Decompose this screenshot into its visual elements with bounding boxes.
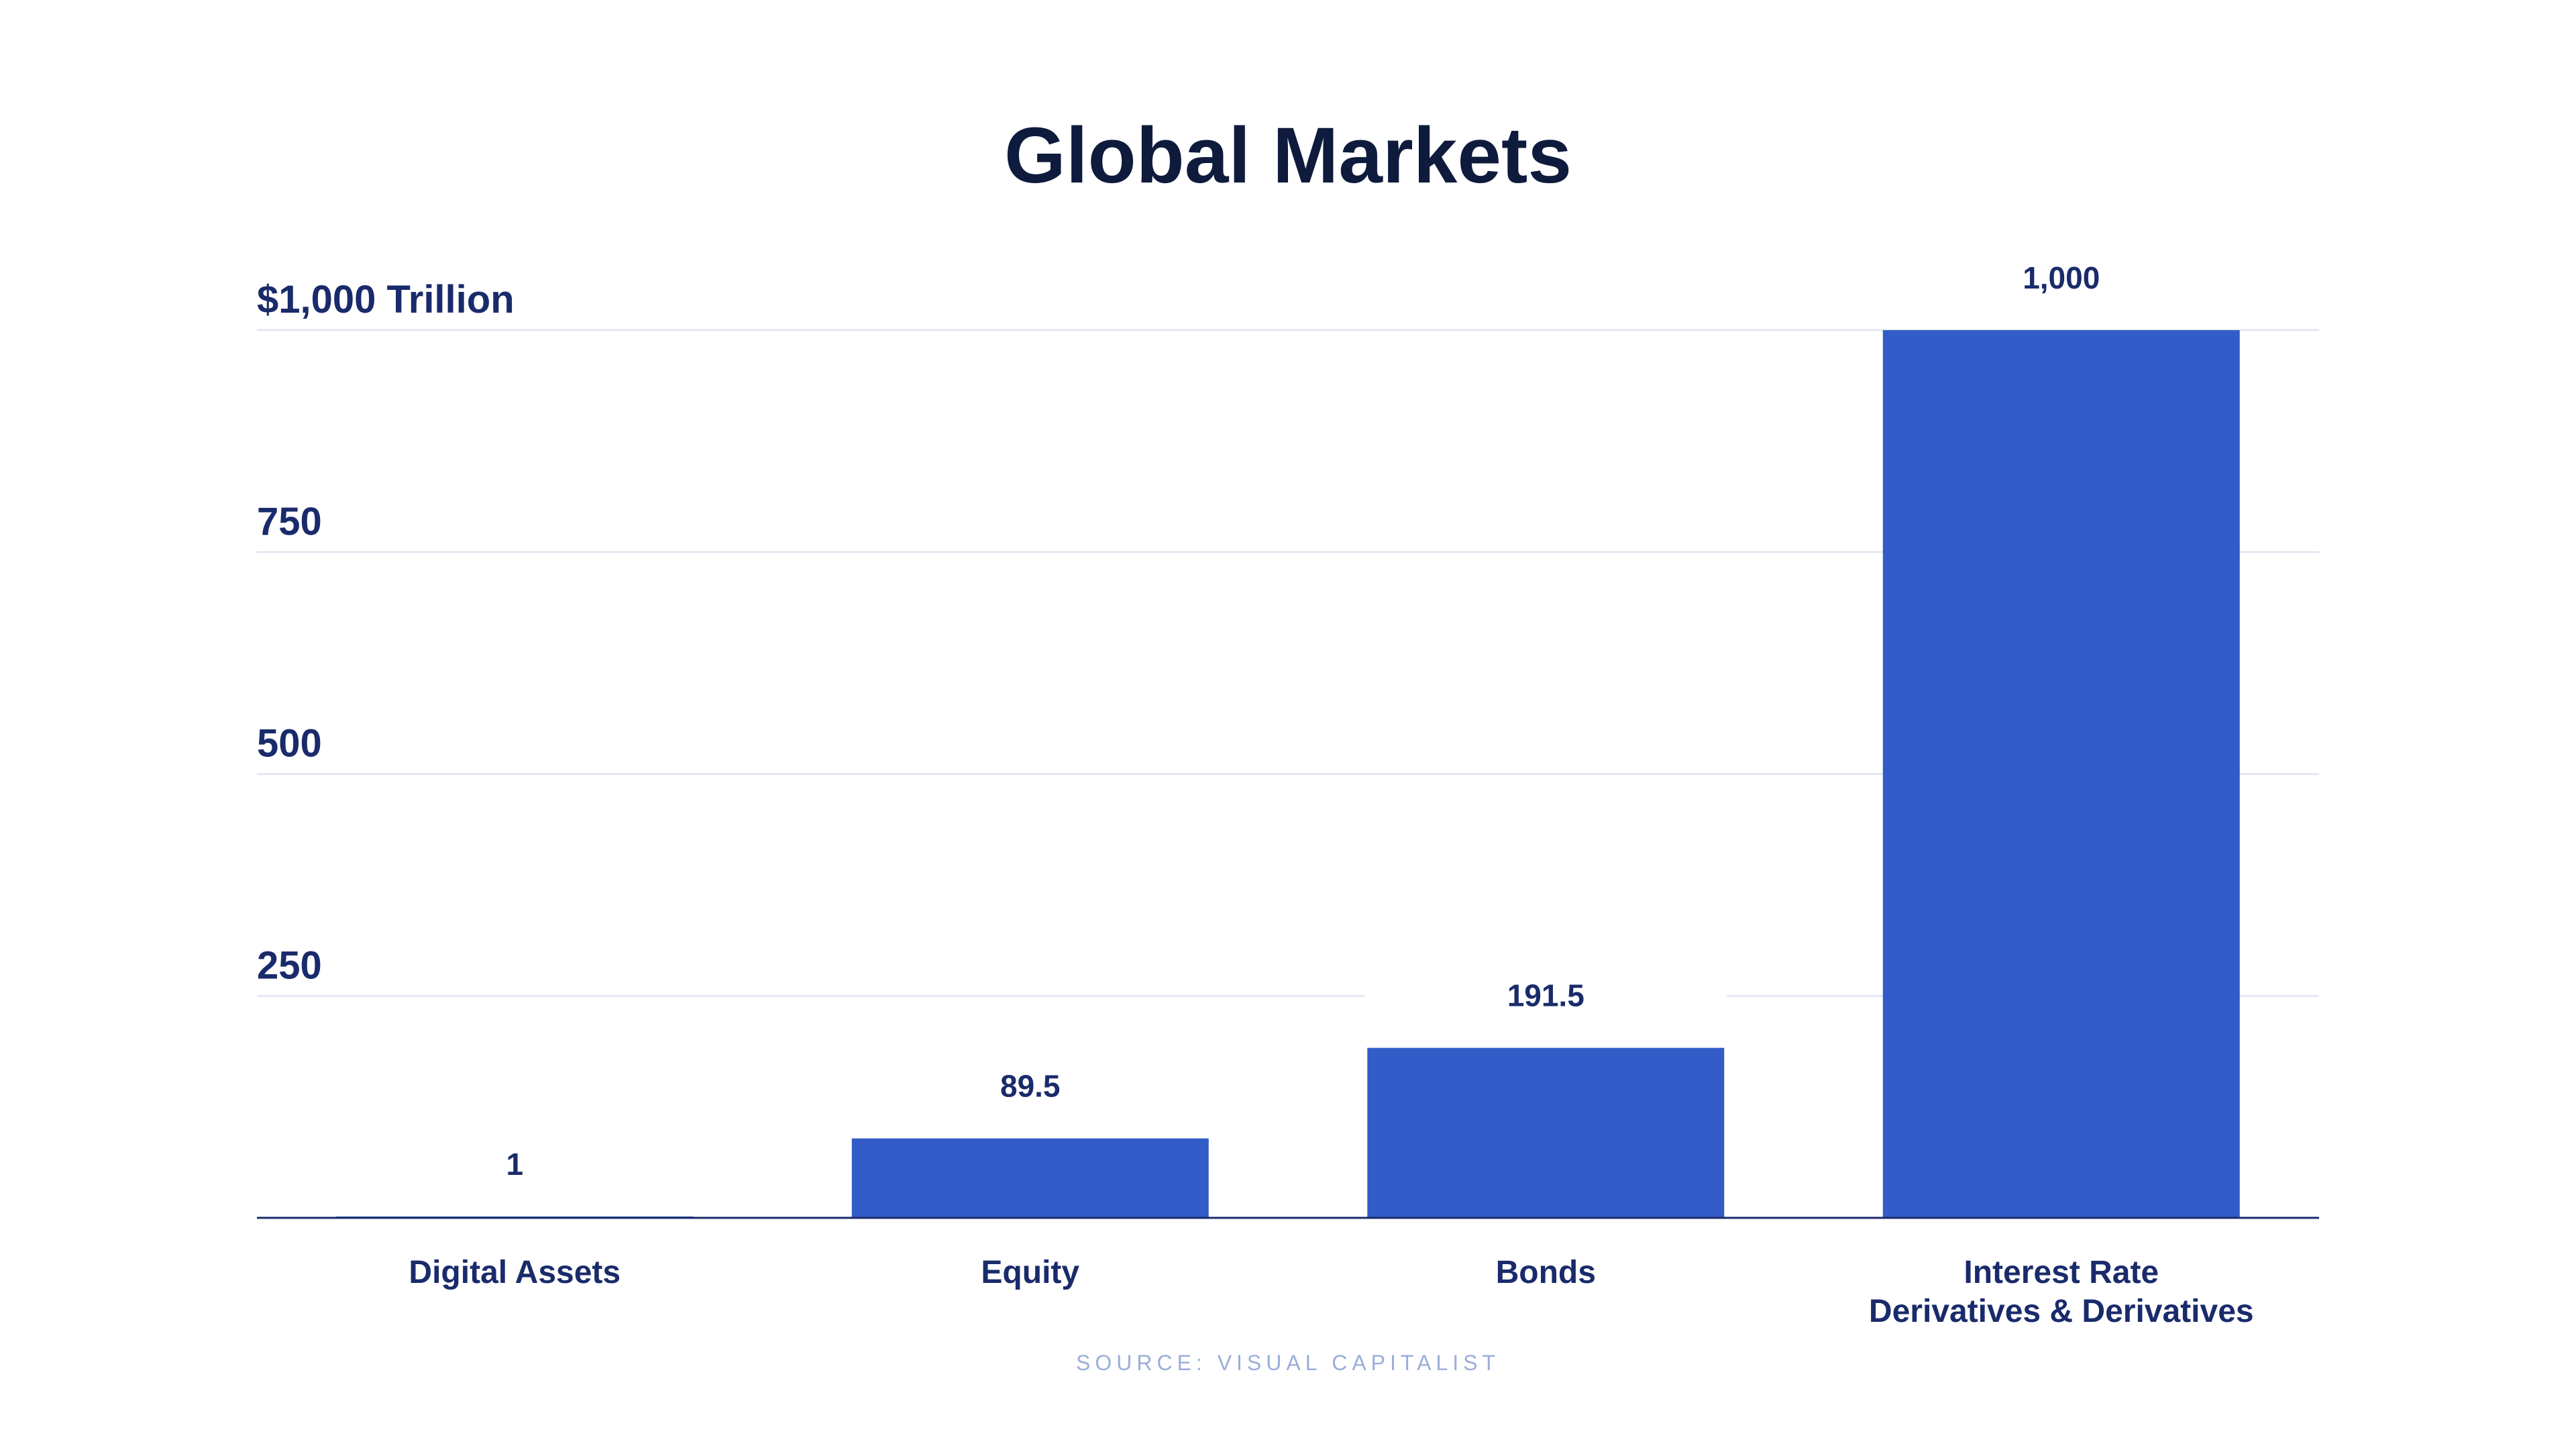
chart-title: Global Markets: [1004, 111, 1572, 200]
x-tick-label-line: Derivatives & Derivatives: [1869, 1294, 2254, 1329]
bar: [851, 1138, 1209, 1218]
x-tick-label-line: Equity: [981, 1255, 1079, 1290]
source-note: SOURCE: VISUAL CAPITALIST: [1076, 1351, 1500, 1375]
data-label-backdrop: [1880, 250, 2243, 305]
data-label: 89.5: [1000, 1069, 1061, 1104]
y-axis-tick-labels: 250 500 750 $1,000 Trillion: [257, 278, 515, 987]
y-tick-label: 750: [257, 500, 322, 543]
x-tick-label: Equity: [981, 1255, 1079, 1290]
x-tick-label-line: Digital Assets: [409, 1255, 621, 1290]
y-tick-label: 500: [257, 722, 322, 766]
data-labels: 1 89.5 191.5 1,000: [333, 250, 2243, 1191]
data-label: 1,000: [2023, 260, 2100, 295]
x-tick-label: Bonds: [1496, 1255, 1596, 1290]
bar: [1882, 330, 2240, 1218]
x-tick-label: Interest Rate Derivatives & Derivatives: [1869, 1255, 2254, 1329]
y-tick-label: $1,000 Trillion: [257, 278, 515, 321]
x-tick-label-line: Bonds: [1496, 1255, 1596, 1290]
x-tick-label: Digital Assets: [409, 1255, 621, 1290]
bars: [336, 330, 2240, 1218]
data-label-backdrop: [333, 1136, 696, 1191]
y-tick-label: 250: [257, 943, 322, 987]
bar: [1367, 1047, 1725, 1218]
x-tick-label-line: Interest Rate: [1964, 1255, 2159, 1290]
x-axis-category-labels: Digital Assets Equity Bonds Interest Rate De…: [409, 1255, 2253, 1329]
data-label: 191.5: [1507, 978, 1585, 1013]
data-label: 1: [506, 1147, 523, 1182]
data-label-backdrop: [849, 1057, 1212, 1113]
data-label-backdrop: [1364, 967, 1727, 1023]
